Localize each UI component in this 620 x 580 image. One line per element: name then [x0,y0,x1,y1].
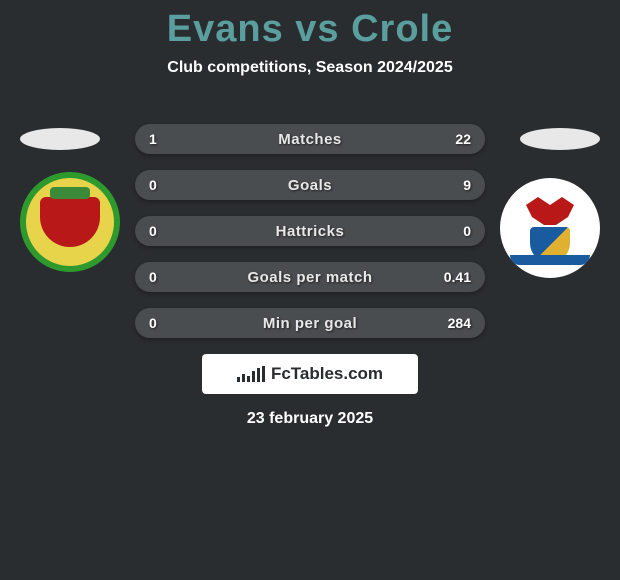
club-badge-left [20,172,120,272]
bars-icon [237,366,265,382]
source-logo: FcTables.com [202,354,418,394]
stat-row: 0 Hattricks 0 [135,216,485,246]
title: Evans vs Crole [0,0,620,51]
stat-row: 0 Goals 9 [135,170,485,200]
ribbon-icon [510,255,590,265]
stat-row: 0 Goals per match 0.41 [135,262,485,292]
stat-left-value: 1 [149,131,157,147]
date: 23 february 2025 [0,410,620,428]
stat-right-value: 284 [448,315,471,331]
stat-label: Min per goal [135,315,485,332]
stat-left-value: 0 [149,269,157,285]
player-photo-left [20,128,100,150]
subtitle: Club competitions, Season 2024/2025 [0,59,620,77]
stat-right-value: 9 [463,177,471,193]
stat-left-value: 0 [149,315,157,331]
stat-right-value: 0 [463,223,471,239]
stat-row: 0 Min per goal 284 [135,308,485,338]
stat-left-value: 0 [149,177,157,193]
stat-label: Hattricks [135,223,485,240]
logo-text: FcTables.com [271,364,383,384]
stat-left-value: 0 [149,223,157,239]
stats-container: 1 Matches 22 0 Goals 9 0 Hattricks 0 0 G… [135,124,485,354]
player-photo-right [520,128,600,150]
stat-right-value: 0.41 [444,269,471,285]
stat-label: Matches [135,131,485,148]
stat-label: Goals per match [135,269,485,286]
shield-icon [40,197,100,247]
stat-row: 1 Matches 22 [135,124,485,154]
stat-label: Goals [135,177,485,194]
club-badge-right [500,178,600,278]
stat-right-value: 22 [455,131,471,147]
